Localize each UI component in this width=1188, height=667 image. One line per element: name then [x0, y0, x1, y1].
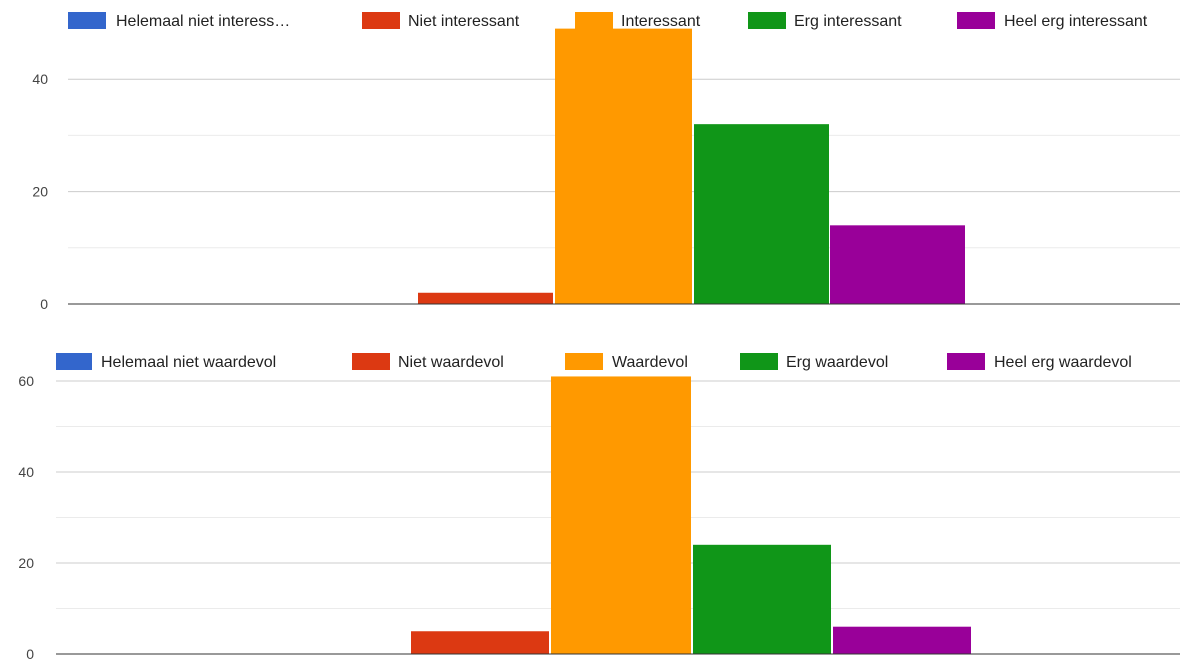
- chart-1-bar-5: [830, 225, 965, 304]
- chart-1-legend-swatch-4: [748, 12, 786, 29]
- chart-2-legend-swatch-5: [947, 353, 985, 370]
- chart-1-bar-2: [418, 292, 553, 304]
- chart-1-legend-swatch-1: [68, 12, 106, 29]
- chart-1-legend-swatch-5: [957, 12, 995, 29]
- chart-2-legend-label-3: Waardevol: [612, 354, 688, 371]
- chart-2-y-tick-label: 40: [18, 464, 34, 480]
- chart-2-legend-label-5: Heel erg waardevol: [994, 354, 1132, 371]
- chart-1-y-tick-label: 40: [32, 71, 48, 87]
- chart-2-bar-2: [411, 631, 549, 654]
- chart-1-y-tick-label: 20: [32, 184, 48, 200]
- chart-2-bar-5: [833, 626, 971, 654]
- chart-1-bar-4: [694, 124, 829, 304]
- chart-2-legend-swatch-2: [352, 353, 390, 370]
- chart-2-legend-label-2: Niet waardevol: [398, 354, 504, 371]
- chart-2-legend-swatch-4: [740, 353, 778, 370]
- chart-2-legend-swatch-3: [565, 353, 603, 370]
- chart-2-y-tick-label: 0: [26, 646, 34, 662]
- chart-2-legend-label-1: Helemaal niet waardevol: [101, 354, 276, 371]
- chart-1-legend-label-2: Niet interessant: [408, 13, 520, 30]
- chart-1-legend-label-4: Erg interessant: [794, 13, 902, 30]
- chart-2-y-tick-label: 60: [18, 373, 34, 389]
- chart-2-bar-4: [693, 544, 831, 654]
- chart-1-bar-3: [555, 28, 692, 305]
- chart-1-legend-label-5: Heel erg interessant: [1004, 13, 1148, 30]
- chart-2-legend-swatch-1: [56, 353, 92, 370]
- chart-1-legend-label-3: Interessant: [621, 13, 701, 30]
- chart-2-bar-3: [551, 376, 691, 654]
- chart-1-legend-swatch-3: [575, 12, 613, 29]
- chart-2-y-tick-label: 20: [18, 555, 34, 571]
- chart-1-legend-label-1: Helemaal niet interess…: [116, 13, 290, 30]
- chart-1-y-tick-label: 0: [40, 296, 48, 312]
- chart-2-legend-label-4: Erg waardevol: [786, 354, 888, 371]
- chart-1-legend-swatch-2: [362, 12, 400, 29]
